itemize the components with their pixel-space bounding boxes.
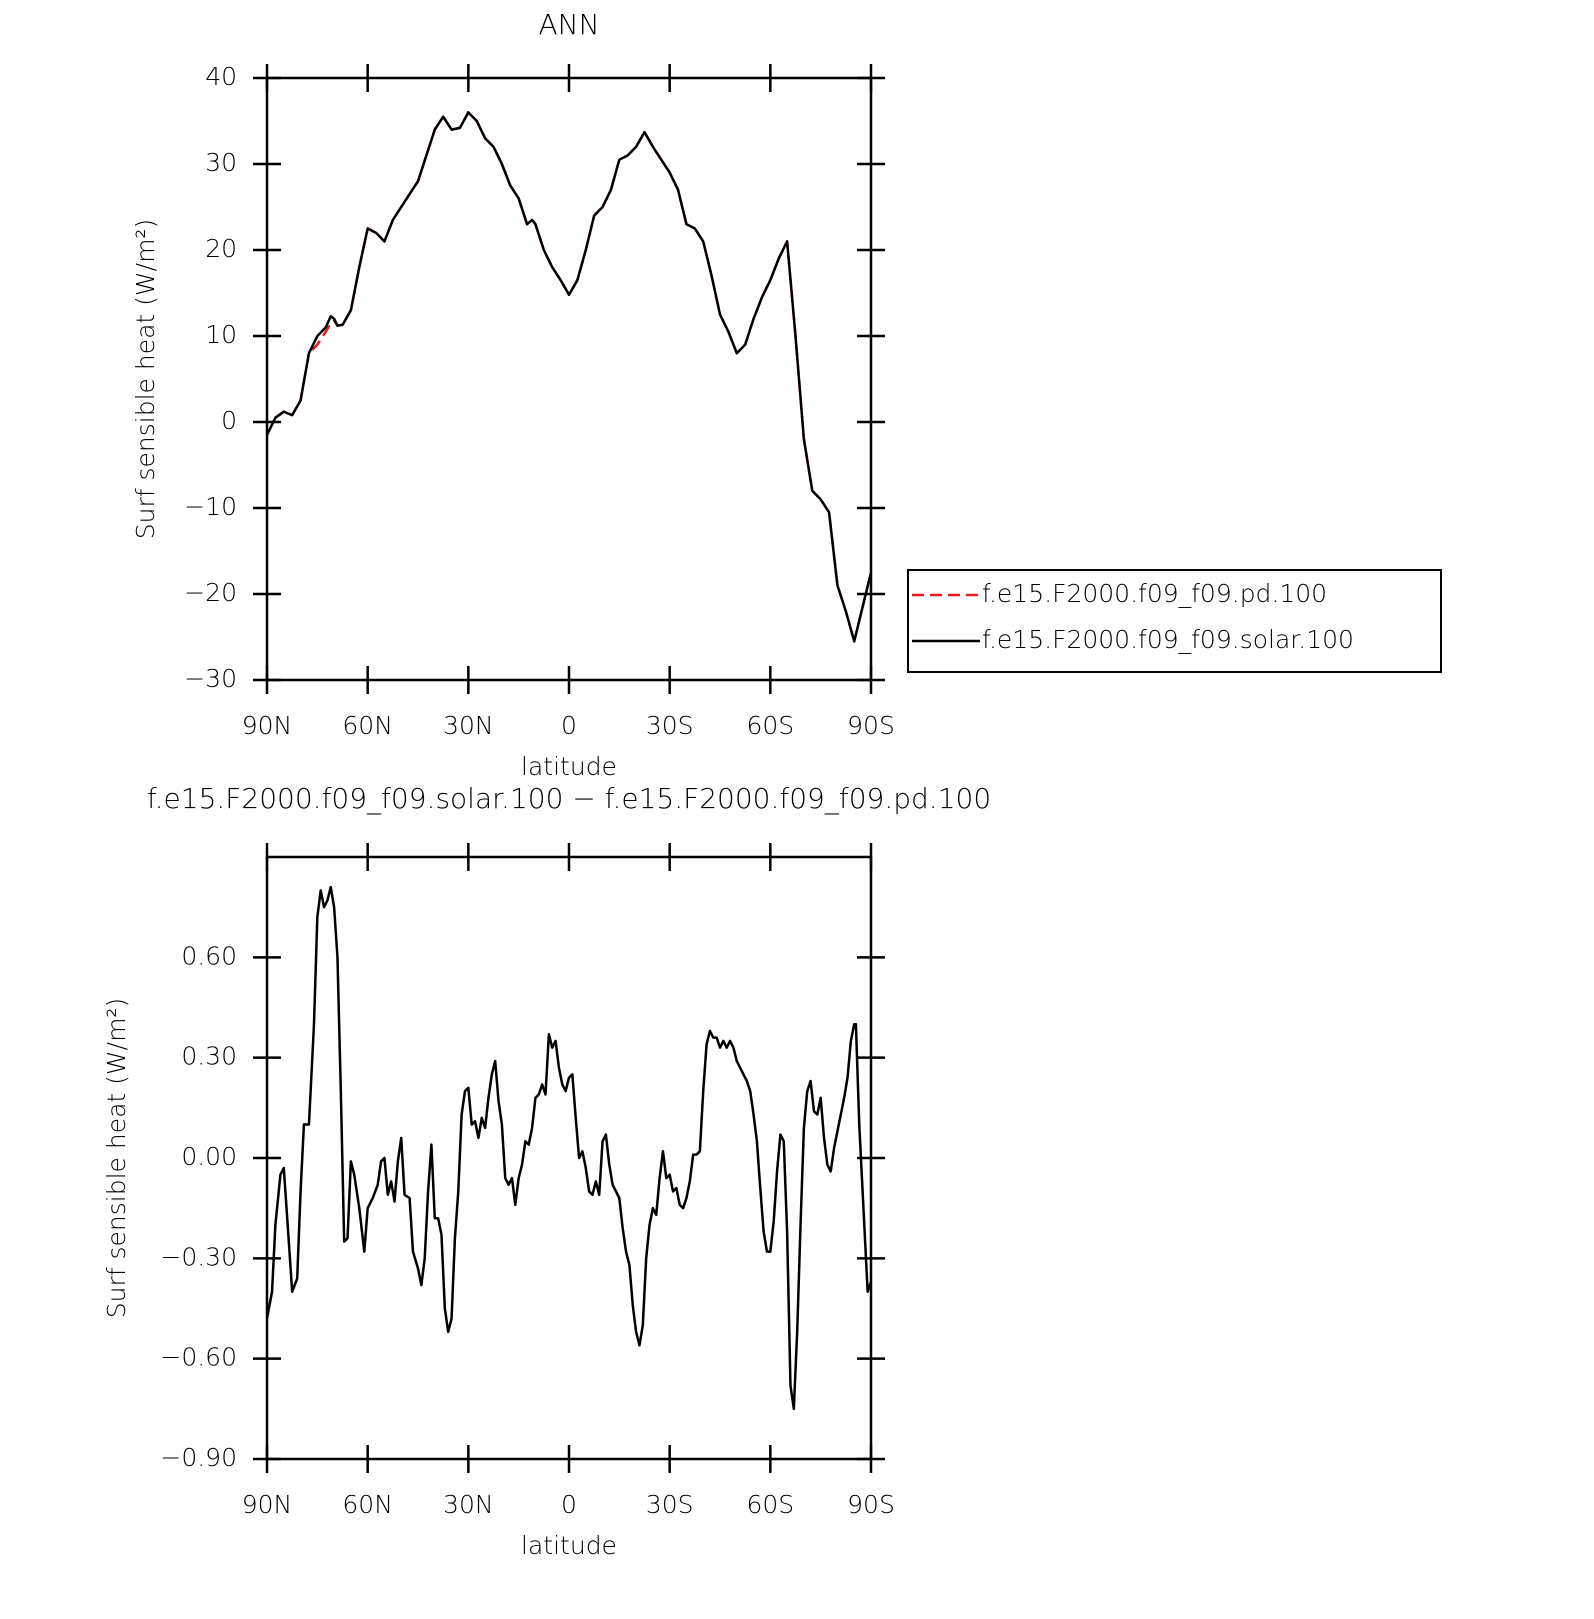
y-tick-label: 0	[221, 406, 237, 435]
y-tick-label: 0.00	[181, 1142, 237, 1171]
x-tick-label: 60N	[342, 1490, 393, 1519]
x-tick-label: 30S	[646, 711, 694, 740]
y-tick-label: 40	[205, 62, 237, 91]
x-tick-label: 30S	[646, 1490, 694, 1519]
x-tick-label: 0	[561, 711, 577, 740]
plot-frame	[265, 76, 873, 682]
y-axis-label: Surf sensible heat (W/m²)	[102, 998, 131, 1318]
legend-label: f.e15.F2000.f09_f09.pd.100	[982, 579, 1327, 608]
y-tick-label: −10	[184, 492, 237, 521]
plot-frame	[265, 855, 873, 1461]
y-tick-label: −20	[184, 578, 237, 607]
legend-box	[907, 569, 1442, 673]
y-tick-label: −0.90	[160, 1443, 237, 1472]
y-axis-label: Surf sensible heat (W/m²)	[131, 219, 160, 539]
y-tick-label: −0.30	[160, 1242, 237, 1271]
series-line	[265, 885, 873, 1411]
x-axis-label: latitude	[521, 1531, 617, 1560]
x-tick-label: 60S	[746, 711, 794, 740]
x-tick-label: 0	[561, 1490, 577, 1519]
x-tick-label: 90N	[242, 711, 293, 740]
legend-label: f.e15.F2000.f09_f09.solar.100	[982, 625, 1354, 654]
chart-title: f.e15.F2000.f09_f09.solar.100 − f.e15.F2…	[147, 782, 991, 816]
x-tick-label: 60N	[342, 711, 393, 740]
x-tick-label: 90S	[847, 711, 895, 740]
x-tick-label: 90N	[242, 1490, 293, 1519]
y-tick-label: −30	[184, 664, 237, 693]
y-tick-label: 30	[205, 148, 237, 177]
x-axis-label: latitude	[521, 752, 617, 781]
x-tick-label: 30N	[443, 711, 494, 740]
y-tick-label: −0.60	[160, 1343, 237, 1372]
y-tick-label: 10	[205, 320, 237, 349]
y-tick-label: 0.60	[181, 941, 237, 970]
x-tick-label: 60S	[746, 1490, 794, 1519]
series-line	[265, 111, 873, 643]
chart-title: ANN	[538, 8, 599, 41]
x-tick-label: 90S	[847, 1490, 895, 1519]
series-line	[265, 111, 873, 643]
y-tick-label: 20	[205, 234, 237, 263]
x-tick-label: 30N	[443, 1490, 494, 1519]
y-tick-label: 0.30	[181, 1042, 237, 1071]
